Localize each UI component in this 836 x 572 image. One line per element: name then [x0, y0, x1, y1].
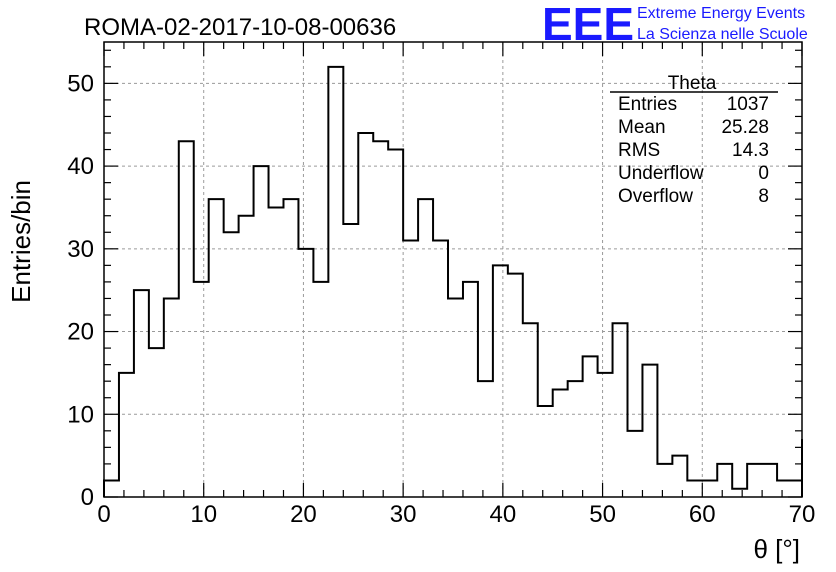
- stats-row-value: 8: [758, 186, 769, 207]
- plot-frame: [103, 41, 803, 498]
- y-axis-ticks: 0 10 20 30 40 50: [67, 49, 802, 511]
- x-tick-label: 20: [290, 501, 317, 528]
- stats-rows: Entries 1037 Mean 25.28 RMS 14.3 Underflow 0 Ove…: [618, 94, 769, 207]
- x-axis-label: θ [°]: [753, 534, 800, 564]
- x-axis-ticks: 0 10 20 30 40 50 60 70: [97, 42, 815, 528]
- eee-logo-line2: La Scienza nelle Scuole: [637, 26, 808, 43]
- eee-logo-line1: Extreme Energy Events: [637, 5, 805, 22]
- stats-row-value: 1037: [727, 94, 769, 115]
- x-tick-label: 30: [390, 501, 417, 528]
- y-tick-label: 20: [67, 319, 94, 346]
- x-tick-label: 40: [490, 501, 517, 528]
- stats-row-label: Overflow: [618, 186, 693, 207]
- chart-title: ROMA-02-2017-10-08-00636: [84, 14, 396, 41]
- stats-box: Theta Entries 1037 Mean 25.28 RMS 14.3 Underfl…: [610, 73, 778, 207]
- x-tick-label: 0: [97, 501, 110, 528]
- stats-row-label: Underflow: [618, 163, 704, 184]
- x-tick-label: 50: [589, 501, 616, 528]
- y-tick-label: 0: [81, 484, 94, 511]
- x-tick-label: 10: [190, 501, 217, 528]
- y-tick-label: 50: [67, 70, 94, 97]
- y-axis-label: Entries/bin: [6, 180, 36, 303]
- x-tick-label: 70: [789, 501, 816, 528]
- stats-title: Theta: [668, 73, 717, 94]
- y-tick-label: 10: [67, 401, 94, 428]
- x-tick-label: 60: [689, 501, 716, 528]
- histogram-outline: [103, 65, 803, 497]
- stats-row-value: 14.3: [732, 140, 769, 161]
- stats-row-label: Mean: [618, 117, 666, 138]
- y-tick-label: 40: [67, 153, 94, 180]
- stats-row-value: 25.28: [721, 117, 769, 138]
- stats-row-value: 0: [758, 163, 769, 184]
- stats-row-label: Entries: [618, 94, 677, 115]
- eee-logo: EEE Extreme Energy Events La Scienza nel…: [542, 0, 808, 50]
- plot-border: [103, 41, 803, 498]
- grid-lines: [104, 42, 802, 497]
- y-tick-label: 30: [67, 236, 94, 263]
- eee-logo-mark: EEE: [542, 0, 634, 50]
- stats-row-label: RMS: [618, 140, 660, 161]
- histogram-bars: [103, 65, 803, 497]
